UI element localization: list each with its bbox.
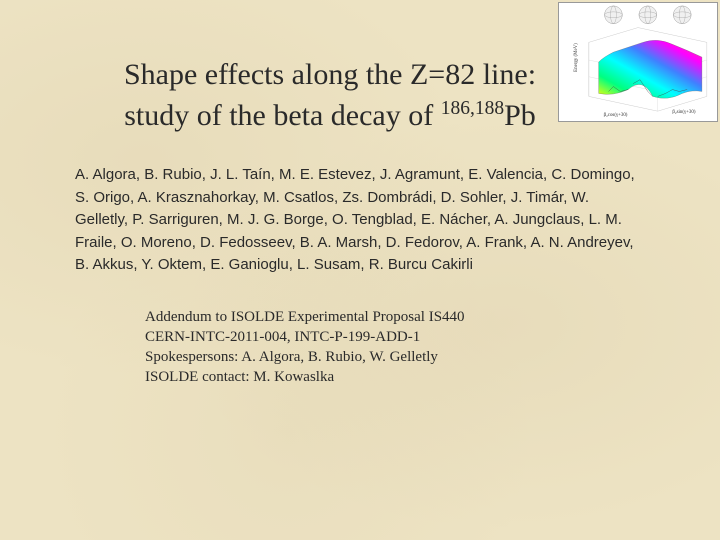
y-axis-label: β₂sin(γ+30) [672, 110, 695, 115]
title-line2-after: Pb [504, 99, 536, 132]
addendum-line: CERN-INTC-2011-004, INTC-P-199-ADD-1 [145, 327, 650, 347]
addendum-line: Addendum to ISOLDE Experimental Proposal… [145, 307, 650, 327]
z-axis-label: Energy (MeV) [574, 43, 579, 72]
addendum-line: ISOLDE contact: M. Kowaslka [145, 367, 650, 387]
sphere-icon [673, 6, 691, 24]
title-line1: Shape effects along the Z=82 line: [124, 58, 536, 91]
addendum-line: Spokespersons: A. Algora, B. Rubio, W. G… [145, 347, 650, 367]
title-line2-before: study of the beta decay of [124, 99, 441, 132]
x-axis-label: β₂cos(γ+30) [604, 113, 628, 118]
sphere-icon [605, 6, 623, 24]
title-superscript: 186,188 [441, 98, 504, 119]
addendum-block: Addendum to ISOLDE Experimental Proposal… [0, 277, 720, 388]
author-list: A. Algora, B. Rubio, J. L. Taín, M. E. E… [0, 136, 720, 277]
energy-surface-chart: Energy (MeV) β₂cos(γ+30) β₂sin(γ+30) [558, 2, 718, 122]
sphere-icon [639, 6, 657, 24]
